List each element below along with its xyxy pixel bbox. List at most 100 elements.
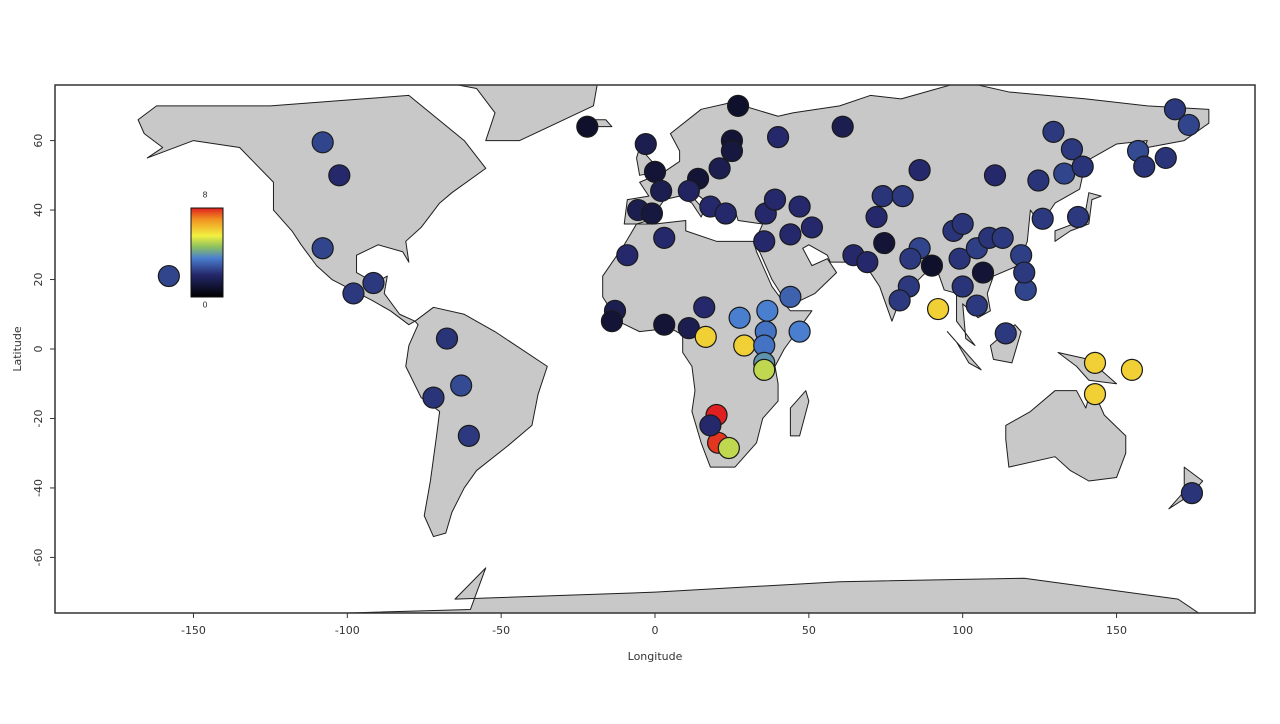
y-tick-label: -40 <box>32 479 45 497</box>
site-marker <box>311 237 334 260</box>
y-tick-label: 40 <box>32 203 45 217</box>
x-tick-label: -100 <box>335 624 360 637</box>
site-marker <box>983 164 1007 187</box>
site-marker <box>948 247 971 270</box>
site-marker <box>756 299 779 322</box>
landmass <box>455 85 598 142</box>
site-marker <box>714 202 737 225</box>
site-marker <box>699 414 722 437</box>
site-marker <box>1154 146 1177 170</box>
site-marker <box>766 126 790 149</box>
x-tick-label: 0 <box>652 624 659 637</box>
y-tick-label: -20 <box>32 409 45 427</box>
site-marker <box>1013 261 1036 284</box>
site-marker <box>728 306 751 329</box>
site-marker <box>643 160 667 183</box>
site-marker <box>871 185 894 208</box>
site-marker <box>311 131 334 154</box>
site-marker <box>1120 358 1144 381</box>
site-marker <box>951 212 974 236</box>
site-marker <box>1177 113 1200 137</box>
site-marker <box>726 94 750 117</box>
x-tick-label: 150 <box>1106 624 1127 637</box>
site-marker <box>362 271 385 295</box>
landmass <box>1005 386 1127 482</box>
site-marker <box>800 216 824 239</box>
site-marker <box>634 132 657 156</box>
site-marker <box>653 226 676 249</box>
site-marker <box>856 251 879 274</box>
site-marker <box>788 320 811 343</box>
x-tick-label: -50 <box>492 624 510 637</box>
site-marker <box>733 334 756 357</box>
site-marker <box>994 322 1017 345</box>
landmass <box>946 331 982 371</box>
x-tick-label: 100 <box>952 624 973 637</box>
landmass <box>137 94 487 326</box>
site-marker <box>600 310 624 333</box>
site-marker <box>708 157 731 180</box>
site-marker <box>831 115 854 138</box>
site-marker <box>693 296 716 319</box>
site-marker <box>1027 169 1050 192</box>
site-marker <box>422 386 445 409</box>
site-marker <box>971 261 995 284</box>
site-marker <box>720 139 744 163</box>
site-marker <box>788 195 811 218</box>
site-marker <box>991 226 1014 249</box>
points <box>157 94 1204 505</box>
site-marker <box>753 230 776 253</box>
y-tick-label: 20 <box>32 273 45 287</box>
site-marker <box>1042 120 1065 143</box>
site-marker <box>920 254 944 277</box>
x-tick-label: 50 <box>802 624 816 637</box>
site-marker <box>1053 162 1076 185</box>
site-marker <box>888 289 911 312</box>
site-marker <box>1031 207 1054 230</box>
site-marker <box>1060 138 1084 161</box>
site-marker <box>951 275 974 298</box>
x-tick-label: -150 <box>181 624 206 637</box>
site-marker <box>640 202 664 225</box>
site-marker <box>677 179 700 203</box>
site-marker <box>753 358 776 381</box>
site-marker <box>899 247 922 270</box>
site-marker <box>926 297 950 321</box>
site-marker <box>650 179 673 203</box>
site-marker <box>873 231 896 255</box>
site-marker <box>1083 351 1107 374</box>
site-marker <box>965 294 988 317</box>
site-marker <box>1066 205 1090 229</box>
landmass <box>405 306 548 538</box>
y-axis-label: Latitude <box>11 326 24 372</box>
landmass <box>329 567 1200 613</box>
site-marker <box>328 164 351 187</box>
site-marker <box>576 115 599 138</box>
site-marker <box>717 436 740 460</box>
site-marker <box>779 223 802 246</box>
site-marker <box>342 282 365 305</box>
site-marker <box>616 244 639 267</box>
site-marker <box>653 313 676 336</box>
colorbar <box>190 207 224 298</box>
site-marker <box>763 188 787 211</box>
site-marker <box>694 325 717 348</box>
colorbar-min-label: 0 <box>202 301 207 310</box>
site-marker <box>435 327 459 350</box>
site-marker <box>450 374 473 397</box>
landmass <box>789 390 810 437</box>
site-marker <box>779 285 802 308</box>
site-marker <box>865 205 888 229</box>
site-marker <box>1071 155 1094 178</box>
y-tick-label: 0 <box>32 346 45 353</box>
site-marker <box>457 424 480 447</box>
site-marker <box>1083 383 1107 406</box>
x-axis-label: Longitude <box>628 650 683 663</box>
site-marker <box>157 264 180 288</box>
y-tick-label: 60 <box>32 134 45 148</box>
colorbar-max-label: 8 <box>202 191 207 200</box>
site-marker <box>891 185 914 208</box>
site-marker <box>1163 98 1187 121</box>
